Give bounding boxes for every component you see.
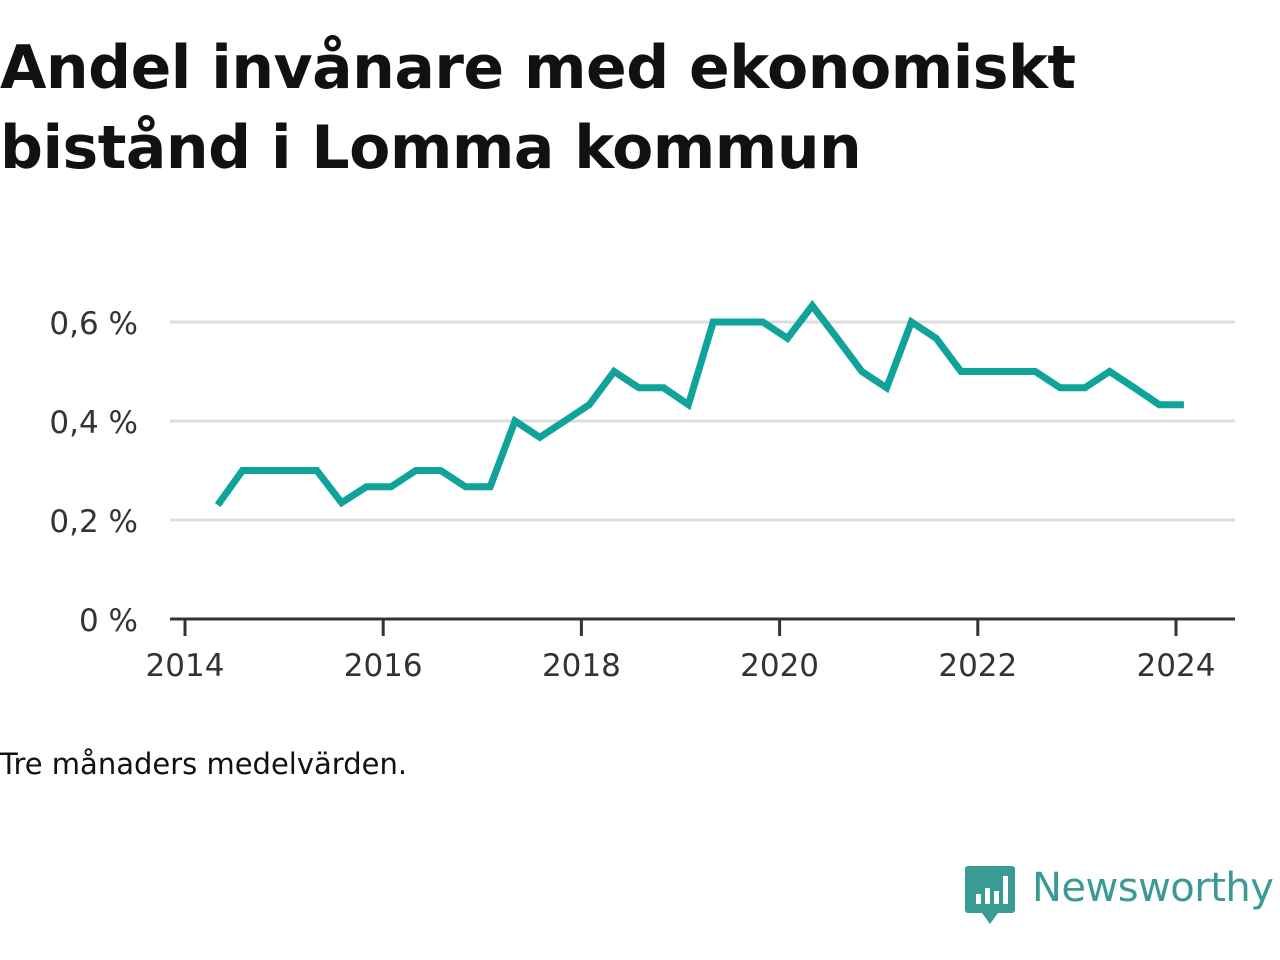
x-tick-label: 2018 (542, 648, 621, 684)
brand-logo: Newsworthy (964, 864, 1274, 926)
y-tick-label: 0,6 % (49, 306, 138, 342)
y-tick-label: 0,2 % (49, 504, 138, 540)
chart-note: Tre månaders medelvärden. (0, 747, 408, 781)
chart-title: Andel invånare med ekonomiskt bistånd i … (0, 33, 1076, 183)
series-line (214, 299, 1184, 508)
y-tick-label: 0 % (79, 603, 138, 639)
chart-bubble-icon (965, 866, 1015, 924)
x-tick-label: 2014 (146, 648, 225, 684)
x-tick-label: 2022 (938, 648, 1017, 684)
y-tick-label: 0,4 % (49, 405, 138, 441)
x-tick-label: 2024 (1137, 648, 1216, 684)
line-chart: 0 % 0,2 % 0,4 % 0,6 % 2014 2016 2018 2020 2022 20… (49, 299, 1235, 684)
x-tick-label: 2020 (740, 648, 819, 684)
x-tick-label: 2016 (344, 648, 423, 684)
brand-name: Newsworthy (1032, 865, 1274, 911)
